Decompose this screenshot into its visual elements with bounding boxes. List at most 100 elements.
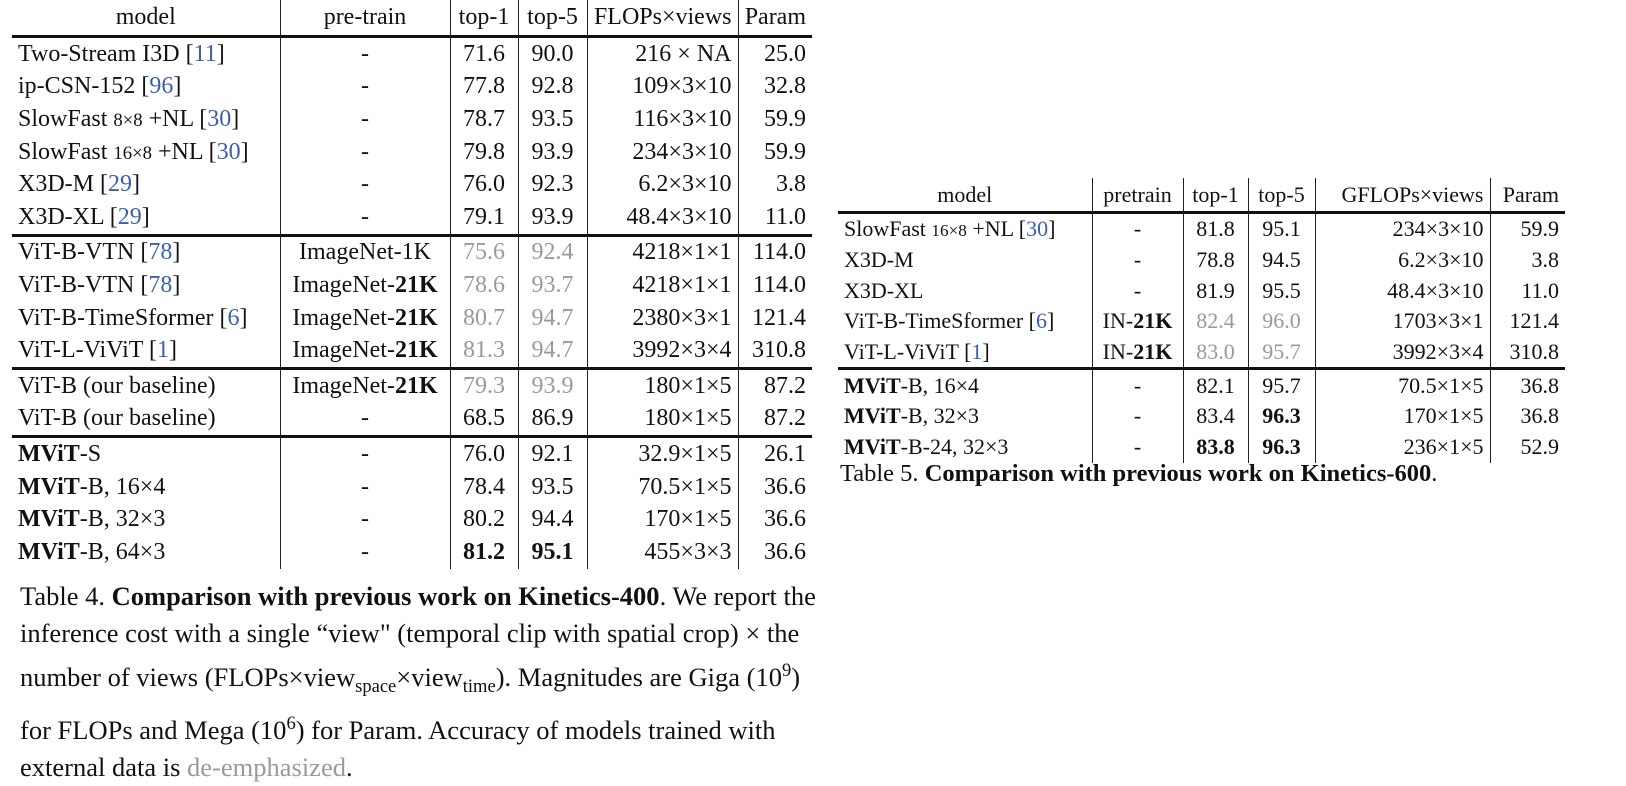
table-cell: 180×1×5 [586,402,738,437]
table-cell: ImageNet-1K [279,235,450,270]
table-cell: 95.5 [1247,275,1315,307]
table-cell: ViT-L-ViViT [1] [838,337,1092,369]
text-run: 48.4×3×10 [626,203,732,230]
table-cell: 82.1 [1182,368,1248,402]
table-cell: 180×1×5 [586,368,738,403]
text-run: MViT [18,440,80,467]
text-run: -S [79,440,102,467]
table-cell: X3D-M [838,245,1092,276]
text-run: ViT-B-VTN [ [18,239,149,266]
text-run: 6 [286,713,296,735]
table-cell: ViT-B (our baseline) [12,368,280,402]
text-run: ImageNet- [292,337,395,364]
table-cell: 109×3×10 [586,70,738,104]
table-cell: 93.9 [517,200,587,236]
table-cell: 76.0 [449,168,518,201]
text-run: 236×1×5 [1403,434,1484,460]
table-cell: 2380×3×1 [586,301,738,335]
text-run: ImageNet- [292,271,395,298]
text-run: ×view [396,661,463,692]
table-cell: X3D-XL [838,275,1092,306]
text-run: 8×8 [113,109,143,131]
table-cell: 3.8 [737,168,812,201]
table-cell: 96.0 [1247,306,1315,337]
text-run: ] [141,203,150,230]
table-cell: 80.7 [449,301,518,335]
text-run: 170×1×5 [644,506,732,533]
table-5: model pretrain top-1 top-5 GFLOPs×views Param… [838,178,1565,463]
table-cell: 70.5×1×5 [1314,368,1490,402]
header-cell: Param [1489,178,1565,213]
text-run: 21K [394,337,438,364]
text-run: 36.6 [764,506,806,533]
table-cell: 59.9 [1489,212,1565,245]
text-run: - [361,138,369,165]
text-run: ViT-B (our baseline) [18,405,216,432]
table-cell: MViT-S [12,437,280,471]
table-cell: 68.5 [449,402,518,437]
table-cell: 455×3×3 [586,535,738,569]
table-cell: - [279,135,450,169]
table-cell: - [279,503,450,536]
table-cell: - [279,535,450,569]
table-cell: 82.4 [1182,306,1248,337]
header-cell: GFLOPs×views [1314,178,1490,213]
table-cell: 6.2×3×10 [1314,244,1490,276]
text-run: - [361,203,369,230]
header-cell: model [115,4,176,30]
text-run: 21K [394,271,438,298]
table-cell: IN-21K [1091,306,1183,337]
table-cell: 83.4 [1182,401,1248,432]
table-cell: 95.1 [1247,212,1315,245]
table-cell: - [279,470,450,504]
text-run: -B, 32×3 [79,506,166,533]
table-cell: IN-21K [1091,336,1183,369]
text-run: ViT-B-TimeSformer [ [844,308,1036,334]
text-run: 93.5 [531,105,574,132]
text-run: 94.5 [1262,247,1301,273]
text-run: ] [239,304,248,331]
text-run: de-emphasized [187,751,346,782]
text-run: - [361,440,369,467]
text-run: -B, 16×4 [79,473,166,500]
header-cell: top-1 [449,0,518,37]
text-run: 78.7 [463,105,505,132]
table-cell: - [1091,212,1183,245]
text-run: 114.0 [752,271,806,298]
text-run: 21K [394,372,438,399]
text-run: time [462,676,496,698]
text-run: 11 [193,40,217,67]
text-run: +NL [ [966,216,1027,242]
text-run: ] [240,138,249,165]
table-cell: 87.2 [737,402,812,437]
table-cell: - [279,436,450,471]
text-run: 83.4 [1196,403,1235,429]
text-run: 86.9 [531,405,574,432]
text-run: +NL [ [151,138,217,165]
text-run: ViT-B-VTN [ [18,271,149,298]
text-run: space [355,676,397,698]
text-run: 455×3×3 [644,538,732,565]
text-run: ] [172,271,181,298]
table-cell: 116×3×10 [586,103,738,136]
text-run: 4218×1×1 [632,271,732,298]
table-cell: 94.7 [517,301,587,335]
text-run: 79.1 [463,203,505,230]
text-run: 234×3×10 [1392,216,1484,242]
text-run: 29 [117,203,142,230]
table-row: MViT-B, 32×3 - 80.2 94.4 170×1×5 36.6 [12,503,812,536]
table-cell: 77.8 [449,70,518,104]
text-run: ] [1048,216,1056,242]
table-cell: 48.4×3×10 [1314,275,1490,307]
text-run: Table 4. [20,581,112,611]
text-run: - [1133,403,1142,429]
text-run: - [361,506,369,533]
text-run: 114.0 [752,239,806,266]
text-run: 4218×1×1 [632,239,732,266]
table-cell: MViT-B, 32×3 [12,503,280,536]
table-cell: 90.0 [517,36,587,71]
text-run: SlowFast [18,105,114,132]
table-cell: 234×3×10 [586,135,738,169]
text-run: 3992×3×4 [632,337,732,364]
table-cell: X3D-XL [29] [12,201,280,235]
